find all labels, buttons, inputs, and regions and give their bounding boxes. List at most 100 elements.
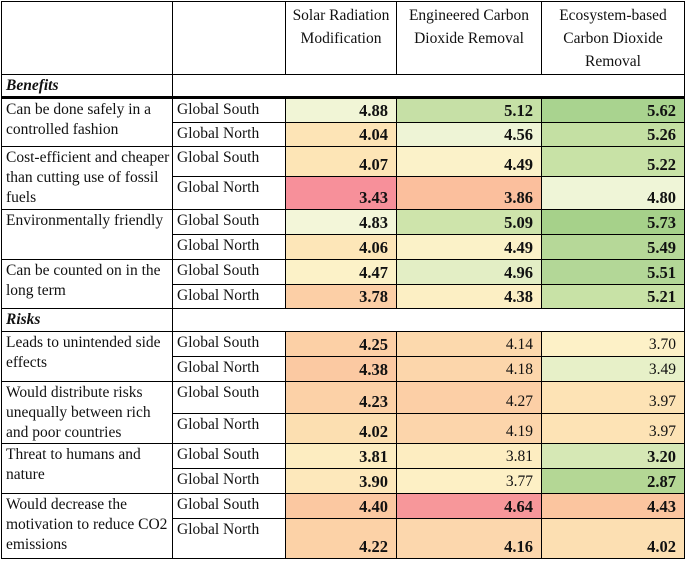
value-cell: 4.07 [285,146,397,177]
column-header: Solar Radiation Modification [285,1,397,75]
value-cell: 3.78 [285,284,397,309]
value-cell: 5.49 [541,234,685,260]
section-empty-cell [172,308,685,332]
region-label: Global North [172,176,286,210]
table-row: Leads to unintended side effects Global S… [1,331,685,382]
item-label: Environmentally friendly [1,209,173,260]
value-cell: 5.26 [541,122,685,147]
value-cell: 3.97 [541,412,685,444]
value-cell: 4.38 [396,284,542,309]
table-row: Environmentally friendly Global South 4.83… [1,209,685,260]
table-row: Can be counted on in the long term Global… [1,259,685,309]
region-label: Global South [172,381,286,414]
section-empty-cell [172,74,685,98]
table-row: Would distribute risks unequally between… [1,381,685,444]
value-cell: 3.97 [541,381,685,414]
value-cell: 4.96 [396,259,542,285]
value-cell: 3.77 [396,468,542,494]
value-cell: 4.22 [285,518,397,559]
value-cell: 4.06 [285,234,397,260]
value-cell: 3.70 [541,331,685,357]
region-label: Global South [172,146,286,177]
value-cell: 4.18 [396,356,542,382]
value-cell: 5.22 [541,146,685,177]
value-cell: 4.64 [396,493,542,519]
item-label: Leads to unintended side effects [1,331,173,382]
table-row: Can be done safely in a controlled fashi… [1,96,685,147]
section-title: Benefits [1,74,173,98]
header-empty-cell [1,1,173,75]
region-label: Global South [172,493,286,519]
value-cell: 4.23 [285,381,397,414]
value-cell: 4.14 [396,331,542,357]
value-cell: 4.02 [285,412,397,444]
section-title: Risks [1,308,173,332]
section-row: Risks [1,308,685,332]
value-cell: 4.47 [285,259,397,285]
region-label: Global North [172,518,286,559]
table-body: Benefits Can be done safely in a controll… [1,74,685,559]
item-label: Cost-efficient and cheaper than cutting … [1,146,173,210]
region-label: Global South [172,259,286,285]
value-cell: 4.27 [396,381,542,414]
value-cell: 3.81 [285,443,397,469]
region-label: Global North [172,122,286,147]
region-label: Global North [172,234,286,260]
value-cell: 4.04 [285,122,397,147]
value-cell: 4.56 [396,122,542,147]
value-cell: 5.73 [541,209,685,235]
value-cell: 5.51 [541,259,685,285]
value-cell: 5.12 [396,96,542,123]
region-label: Global South [172,331,286,357]
header-empty-cell [172,1,286,75]
region-label: Global North [172,284,286,309]
table-row: Global North 4.38 4.18 3.49 [2,356,685,382]
value-cell: 2.87 [541,468,685,494]
value-cell: 4.19 [396,412,542,444]
value-cell: 4.43 [541,493,685,519]
value-cell: 4.25 [285,331,397,357]
value-cell: 4.80 [541,176,685,210]
value-cell: 5.21 [541,284,685,309]
region-label: Global North [172,356,286,382]
value-cell: 3.81 [396,443,542,469]
table-row: Global North 4.22 4.16 4.02 [2,518,685,559]
section-row: Benefits [1,74,685,98]
region-label: Global South [172,443,286,469]
value-cell: 3.90 [285,468,397,494]
value-cell: 4.88 [285,96,397,123]
value-cell: 3.43 [285,176,397,210]
value-cell: 3.86 [396,176,542,210]
value-cell: 5.09 [396,209,542,235]
table-row: Cost-efficient and cheaper than cutting … [1,146,685,210]
value-cell: 4.16 [396,518,542,559]
column-header: Ecosystem-based Carbon Dioxide Removal [541,1,685,75]
value-cell: 4.49 [396,234,542,260]
value-cell: 4.38 [285,356,397,382]
item-label: Can be counted on in the long term [1,259,173,309]
table-row: Global North 4.06 4.49 5.49 [2,234,685,260]
item-label: Threat to humans and nature [1,443,173,494]
table-row: Global North 3.43 3.86 4.80 [2,176,685,210]
item-label: Can be done safely in a controlled fashi… [1,96,173,147]
table-row: Global North 4.02 4.19 3.97 [2,412,685,444]
value-cell: 4.40 [285,493,397,519]
value-cell: 4.49 [396,146,542,177]
table-row: Global North 3.78 4.38 5.21 [2,284,685,309]
survey-results-table: Solar Radiation Modification Engineered … [1,1,685,559]
value-cell: 4.02 [541,518,685,559]
column-header: Engineered Carbon Dioxide Removal [396,1,542,75]
header-row: Solar Radiation Modification Engineered … [1,1,685,75]
value-cell: 5.62 [541,96,685,123]
table-row: Would decrease the motivation to reduce … [1,493,685,559]
value-cell: 4.83 [285,209,397,235]
region-label: Global South [172,96,286,123]
table-row: Global North 4.04 4.56 5.26 [2,122,685,147]
value-cell: 3.20 [541,443,685,469]
region-label: Global North [172,412,286,444]
value-cell: 3.49 [541,356,685,382]
item-label: Would distribute risks unequally between… [1,381,173,444]
region-label: Global South [172,209,286,235]
table-row: Threat to humans and nature Global South 3… [1,443,685,494]
region-label: Global North [172,468,286,494]
